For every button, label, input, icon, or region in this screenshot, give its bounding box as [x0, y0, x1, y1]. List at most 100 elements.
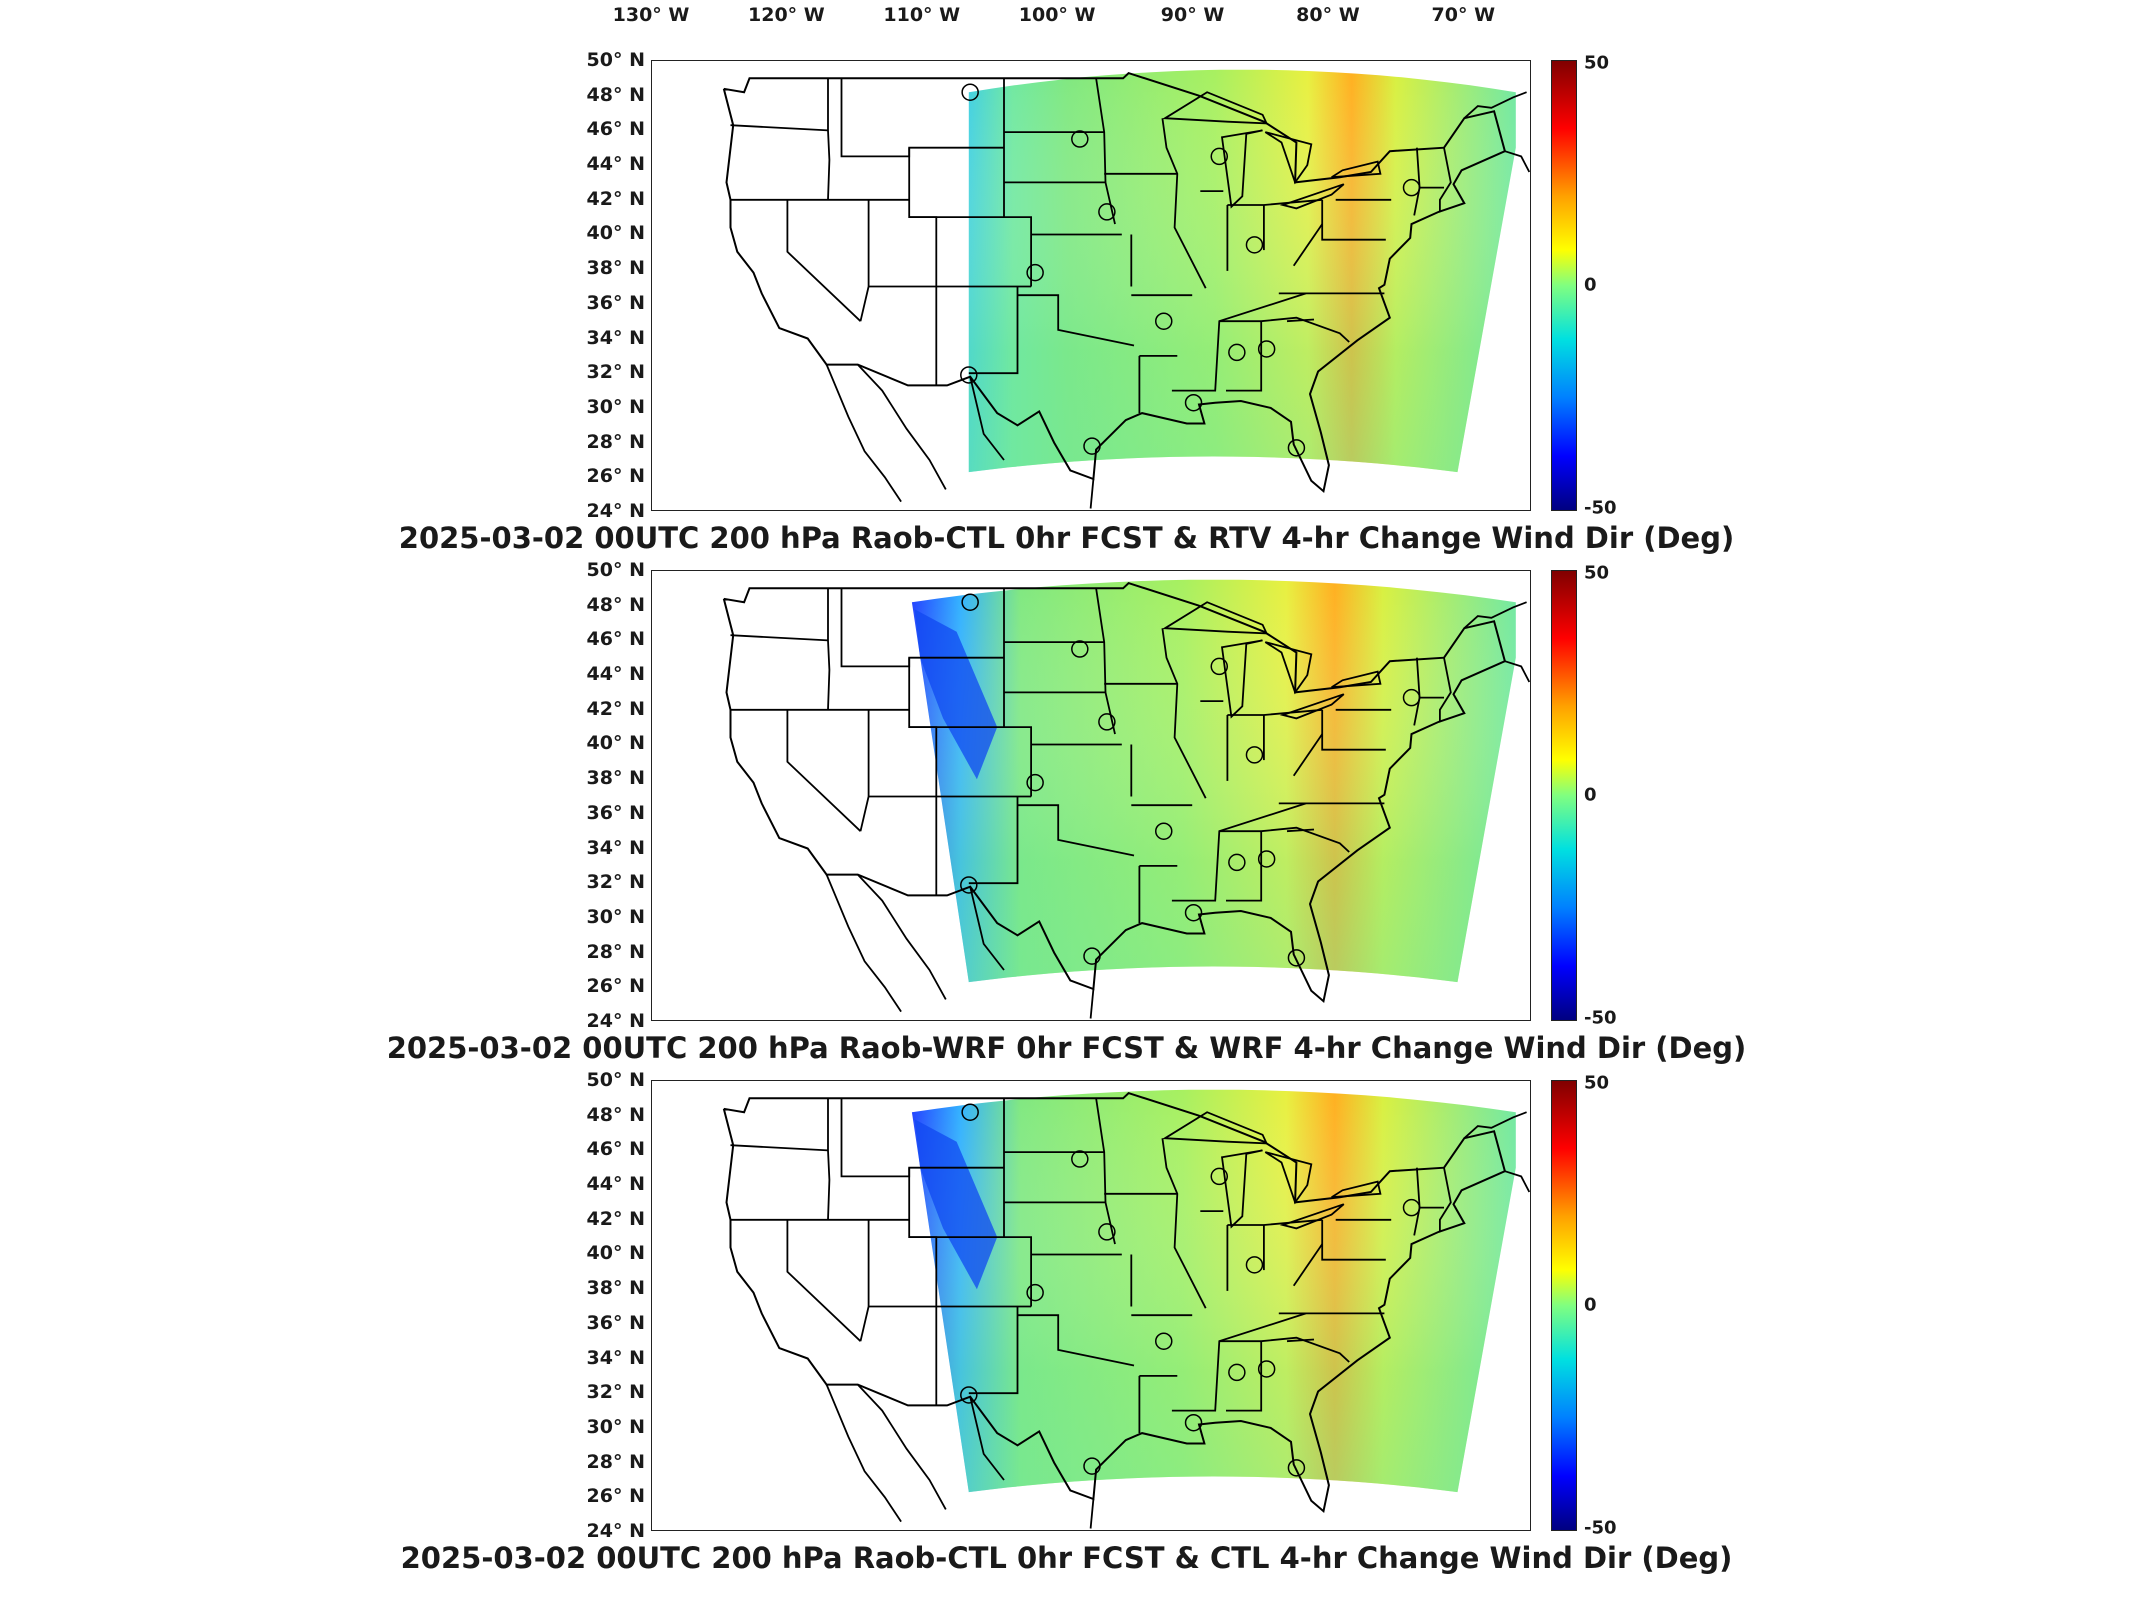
state-boundary-line [857, 1383, 947, 1510]
lat-label: 46° N [586, 628, 645, 651]
colorbar-tick-label: -50 [1584, 1007, 1617, 1029]
raob-station-marker [1098, 1223, 1116, 1241]
us-coastline-border [722, 581, 1507, 1004]
raob-station-marker [1155, 312, 1173, 330]
state-boundary-line [827, 78, 831, 200]
lat-label: 30° N [586, 1415, 645, 1438]
lat-label: 42° N [586, 697, 645, 720]
great-lake-outline [1331, 1180, 1382, 1199]
raob-station-marker [1083, 1457, 1101, 1475]
raob-station-marker [1257, 850, 1276, 868]
lat-label: 32° N [586, 1381, 645, 1404]
colorbar-tick-label: 50 [1584, 52, 1610, 74]
colorbar-tick-label: 0 [1584, 274, 1597, 296]
lat-label: 40° N [586, 732, 645, 755]
raob-station-marker [1184, 903, 1203, 922]
raob-station-marker [1026, 773, 1044, 792]
state-boundary-line [968, 286, 1019, 375]
raob-station-marker [1287, 949, 1306, 967]
map-panel-3: 50° N 48° N 46° N 44° N 42° N 40° N 38° N 36° N… [0, 1069, 2133, 1588]
lat-label: 40° N [586, 1242, 645, 1265]
panel-title: 2025-03-02 00UTC 200 hPa Raob-CTL 0hr FC… [398, 521, 1735, 555]
great-lake-outline [1264, 641, 1313, 695]
great-lake-outline [1279, 1203, 1345, 1230]
state-boundary-line [1219, 826, 1350, 853]
state-boundary-line [825, 364, 902, 503]
raob-station-marker [1155, 822, 1173, 840]
lat-label: 26° N [586, 975, 645, 998]
raob-station-marker [1071, 130, 1089, 148]
latitude-axis-labels: 50° N 48° N 46° N 44° N 42° N 40° N 38° N 36° N… [560, 1069, 645, 1542]
state-boundary-line [1095, 1098, 1116, 1245]
raob-station-marker [1083, 947, 1101, 965]
state-boundary-line [786, 709, 862, 832]
lat-label: 32° N [586, 871, 645, 894]
raob-station-marker [1228, 343, 1246, 362]
state-boundary-line [1095, 78, 1116, 225]
raob-station-marker [1083, 437, 1101, 455]
state-boundary-line [1219, 1336, 1350, 1363]
state-boundary-line [1219, 316, 1350, 343]
state-boundary-line [969, 886, 1005, 971]
state-boundary-line [1226, 831, 1263, 902]
negative-change-streak [914, 609, 998, 780]
state-boundary-line [1292, 223, 1323, 267]
great-lake-outline [1279, 693, 1345, 720]
lat-label: 36° N [586, 801, 645, 824]
lat-label: 42° N [586, 187, 645, 210]
lat-label: 34° N [586, 1346, 645, 1369]
state-boundary-line [1439, 657, 1452, 722]
state-boundary-line [1504, 1170, 1530, 1193]
state-boundary-line [1463, 601, 1527, 629]
raob-station-marker [1287, 439, 1306, 457]
lat-label: 30° N [586, 395, 645, 418]
negative-change-streak [914, 1119, 998, 1290]
state-boundary-line [859, 709, 870, 832]
colorbar-tick-label: -50 [1584, 497, 1617, 519]
state-boundary-line [859, 1219, 870, 1342]
state-boundary-line [909, 1236, 938, 1406]
state-boundary-line [909, 216, 938, 386]
map-frame [651, 1080, 1531, 1531]
lat-label: 28° N [586, 940, 645, 963]
state-boundary-line [1439, 1167, 1452, 1232]
map-frame [651, 570, 1531, 1021]
lat-label: 26° N [586, 1485, 645, 1508]
state-boundary-line [825, 874, 902, 1013]
lat-label: 38° N [586, 257, 645, 280]
raob-station-marker [1402, 178, 1421, 197]
raob-station-marker [1155, 1332, 1173, 1350]
state-boundary-line [969, 1396, 1005, 1481]
lat-label: 46° N [586, 1138, 645, 1161]
lat-label: 34° N [586, 326, 645, 349]
state-boundary-line [968, 796, 1019, 885]
state-boundary-line [1321, 709, 1386, 751]
raob-station-marker [1228, 1363, 1246, 1382]
raob-station-marker [961, 83, 979, 101]
raob-station-marker [1257, 340, 1276, 358]
state-boundary-line [827, 588, 831, 710]
raob-station-marker [1402, 688, 1421, 707]
lat-label: 24° N [586, 1010, 645, 1032]
raob-station-marker [1287, 1459, 1306, 1477]
colorbar [1551, 1080, 1577, 1531]
great-lake-outline [1331, 160, 1382, 179]
raob-station-marker [1245, 746, 1264, 764]
raob-station-marker [960, 1386, 978, 1404]
raob-station-marker [1402, 1198, 1421, 1217]
lon-label: 110° W [883, 4, 961, 26]
colorbar-tick-label: 0 [1584, 1294, 1597, 1316]
state-boundary-line [1171, 802, 1307, 902]
lat-label: 48° N [586, 593, 645, 616]
state-boundary-line [1504, 660, 1530, 683]
raob-station-marker [1098, 713, 1116, 731]
great-lake-outline [1331, 670, 1382, 689]
lat-label: 36° N [586, 1311, 645, 1334]
state-boundary-line [730, 1144, 829, 1152]
state-boundary-line [730, 634, 829, 642]
state-boundary-line [1439, 147, 1452, 212]
lat-label: 38° N [586, 767, 645, 790]
great-lake-outline [1220, 1149, 1263, 1229]
state-boundary-line [1017, 1314, 1135, 1367]
longitude-axis-labels: 130° W 120° W 110° W 100° W 90° W 80° W 70° W [0, 4, 2133, 34]
